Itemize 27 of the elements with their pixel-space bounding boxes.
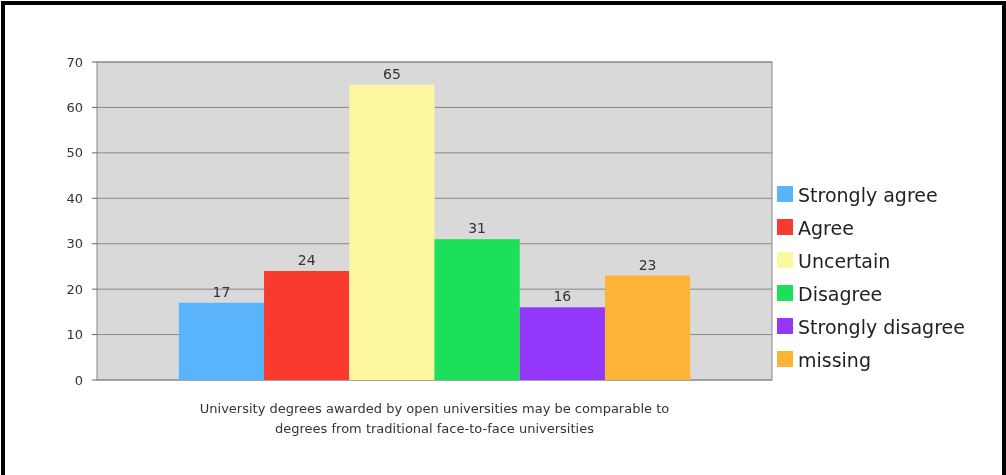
y-tick-label: 10	[66, 327, 83, 343]
y-tick-label: 70	[66, 54, 83, 70]
bar	[604, 275, 691, 380]
bar	[178, 302, 265, 380]
data-label: 17	[212, 283, 231, 300]
bar	[434, 239, 520, 380]
bar	[264, 270, 350, 380]
bar	[349, 84, 435, 380]
y-tick-label: 20	[66, 281, 83, 297]
legend-label: Strongly agree	[798, 183, 938, 206]
y-tick-label: 0	[74, 372, 83, 388]
legend-label: Strongly disagree	[798, 315, 965, 338]
data-label: 31	[468, 220, 487, 237]
bar	[519, 307, 605, 380]
legend-label: missing	[798, 348, 871, 371]
x-axis-title: University degrees awarded by open universities may be comparable to degrees from traditional face-to-face universities	[199, 401, 670, 436]
y-tick-label: 30	[66, 236, 83, 252]
y-tick-label: 60	[66, 99, 83, 115]
data-label: 23	[638, 256, 657, 273]
legend-label: Agree	[798, 216, 854, 239]
y-tick-label: 50	[66, 145, 83, 161]
data-label: 24	[297, 251, 316, 268]
data-label: 16	[553, 288, 572, 305]
data-label: 65	[382, 65, 401, 82]
y-tick-label: 40	[66, 190, 83, 206]
legend-label: Uncertain	[798, 249, 891, 272]
legend-label: Disagree	[798, 282, 883, 305]
